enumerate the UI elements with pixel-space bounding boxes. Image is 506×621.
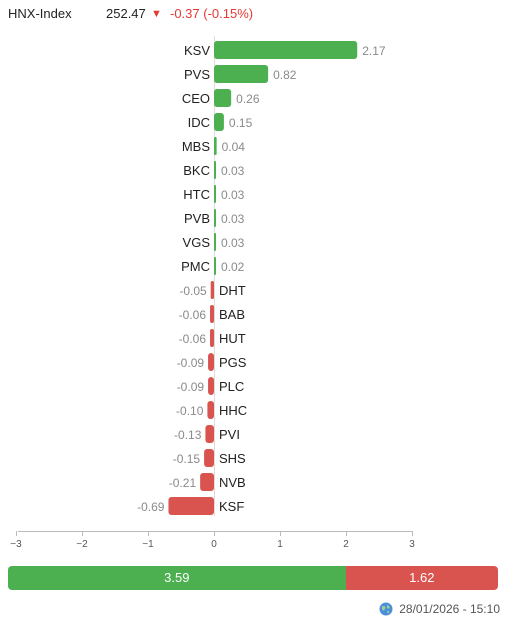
timestamp-footer: 28/01/2026 - 15:10 <box>379 600 500 618</box>
x-axis-tick-label: −2 <box>76 539 88 550</box>
bar <box>214 65 269 83</box>
timestamp: 28/01/2026 - 15:10 <box>399 602 500 616</box>
bar-category-label: PVI <box>219 427 240 442</box>
x-axis-tick-label: 2 <box>343 539 349 550</box>
breadth-advance-segment: 3.59 <box>8 566 346 590</box>
bar <box>214 257 216 275</box>
x-axis-tick-label: 0 <box>211 539 217 550</box>
bar <box>210 329 214 347</box>
market-breadth-bar: 3.59 1.62 <box>8 566 498 590</box>
bar-value-label: 0.03 <box>221 188 245 202</box>
bar-category-label: SHS <box>219 451 246 466</box>
bar <box>210 281 214 299</box>
impact-bar-chart: KSV 2.17 PVS 0.82 CEO 0.26 IDC 0.15 MBS 0.04 BKC 0.… <box>10 36 415 550</box>
bar <box>204 449 214 467</box>
bar-category-label: BAB <box>219 307 245 322</box>
bar-category-label: HHC <box>219 403 247 418</box>
bar <box>214 89 232 107</box>
bar <box>205 425 214 443</box>
bar-category-label: MBS <box>182 139 211 154</box>
bar-category-label: PVB <box>184 211 210 226</box>
bar-value-label: 0.26 <box>236 92 260 106</box>
bar <box>210 305 214 323</box>
bar-value-label: -0.21 <box>169 476 197 490</box>
bar <box>214 209 216 227</box>
bar-category-label: DHT <box>219 283 246 298</box>
x-axis-tick-label: −1 <box>142 539 154 550</box>
bar-category-label: VGS <box>183 235 211 250</box>
bar-value-label: 0.82 <box>273 68 297 82</box>
bar-value-label: -0.15 <box>173 452 201 466</box>
bar-category-label: KSV <box>184 43 210 58</box>
bar-value-label: 0.15 <box>229 116 253 130</box>
bar-value-label: -0.13 <box>174 428 202 442</box>
index-header: HNX-Index 252.47 ▼ -0.37 (-0.15%) <box>8 4 498 24</box>
bar <box>200 473 214 491</box>
bar <box>214 113 224 131</box>
index-name: HNX-Index <box>8 6 72 21</box>
globe-icon <box>379 602 393 616</box>
index-value: 252.47 <box>106 6 146 21</box>
bar-category-label: PGS <box>219 355 247 370</box>
bar <box>208 377 214 395</box>
bar <box>214 185 216 203</box>
bar-category-label: KSF <box>219 499 244 514</box>
bar-value-label: 0.03 <box>221 164 245 178</box>
x-axis-tick-label: 3 <box>409 539 415 550</box>
bar-value-label: -0.09 <box>177 380 205 394</box>
breadth-decline-segment: 1.62 <box>345 566 498 590</box>
bar <box>168 497 214 515</box>
bar-value-label: 0.04 <box>222 140 246 154</box>
bar-category-label: IDC <box>188 115 210 130</box>
bar <box>208 353 214 371</box>
bar-value-label: -0.06 <box>179 332 207 346</box>
x-axis-tick-label: −3 <box>10 539 22 550</box>
bar-value-label: -0.06 <box>179 308 207 322</box>
bar <box>214 41 358 59</box>
bar-value-label: -0.09 <box>177 356 205 370</box>
bar-category-label: PVS <box>184 67 210 82</box>
x-axis-tick-label: 1 <box>277 539 283 550</box>
bar <box>207 401 214 419</box>
bar <box>214 161 216 179</box>
bar-category-label: HUT <box>219 331 246 346</box>
bar-value-label: 0.02 <box>221 260 245 274</box>
bar-category-label: NVB <box>219 475 246 490</box>
bar-value-label: 0.03 <box>221 236 245 250</box>
bar-value-label: -0.69 <box>137 500 165 514</box>
down-arrow-icon: ▼ <box>151 8 162 20</box>
bar-category-label: BKC <box>183 163 210 178</box>
bar <box>214 137 217 155</box>
bar-value-label: -0.10 <box>176 404 204 418</box>
bar-category-label: CEO <box>182 91 210 106</box>
bar <box>214 233 216 251</box>
bar-value-label: 2.17 <box>362 44 386 58</box>
index-change: -0.37 (-0.15%) <box>170 6 254 21</box>
bar-value-label: 0.03 <box>221 212 245 226</box>
bar-value-label: -0.05 <box>179 284 207 298</box>
bar-category-label: PMC <box>181 259 210 274</box>
bar-category-label: HTC <box>183 187 210 202</box>
bar-category-label: PLC <box>219 379 244 394</box>
